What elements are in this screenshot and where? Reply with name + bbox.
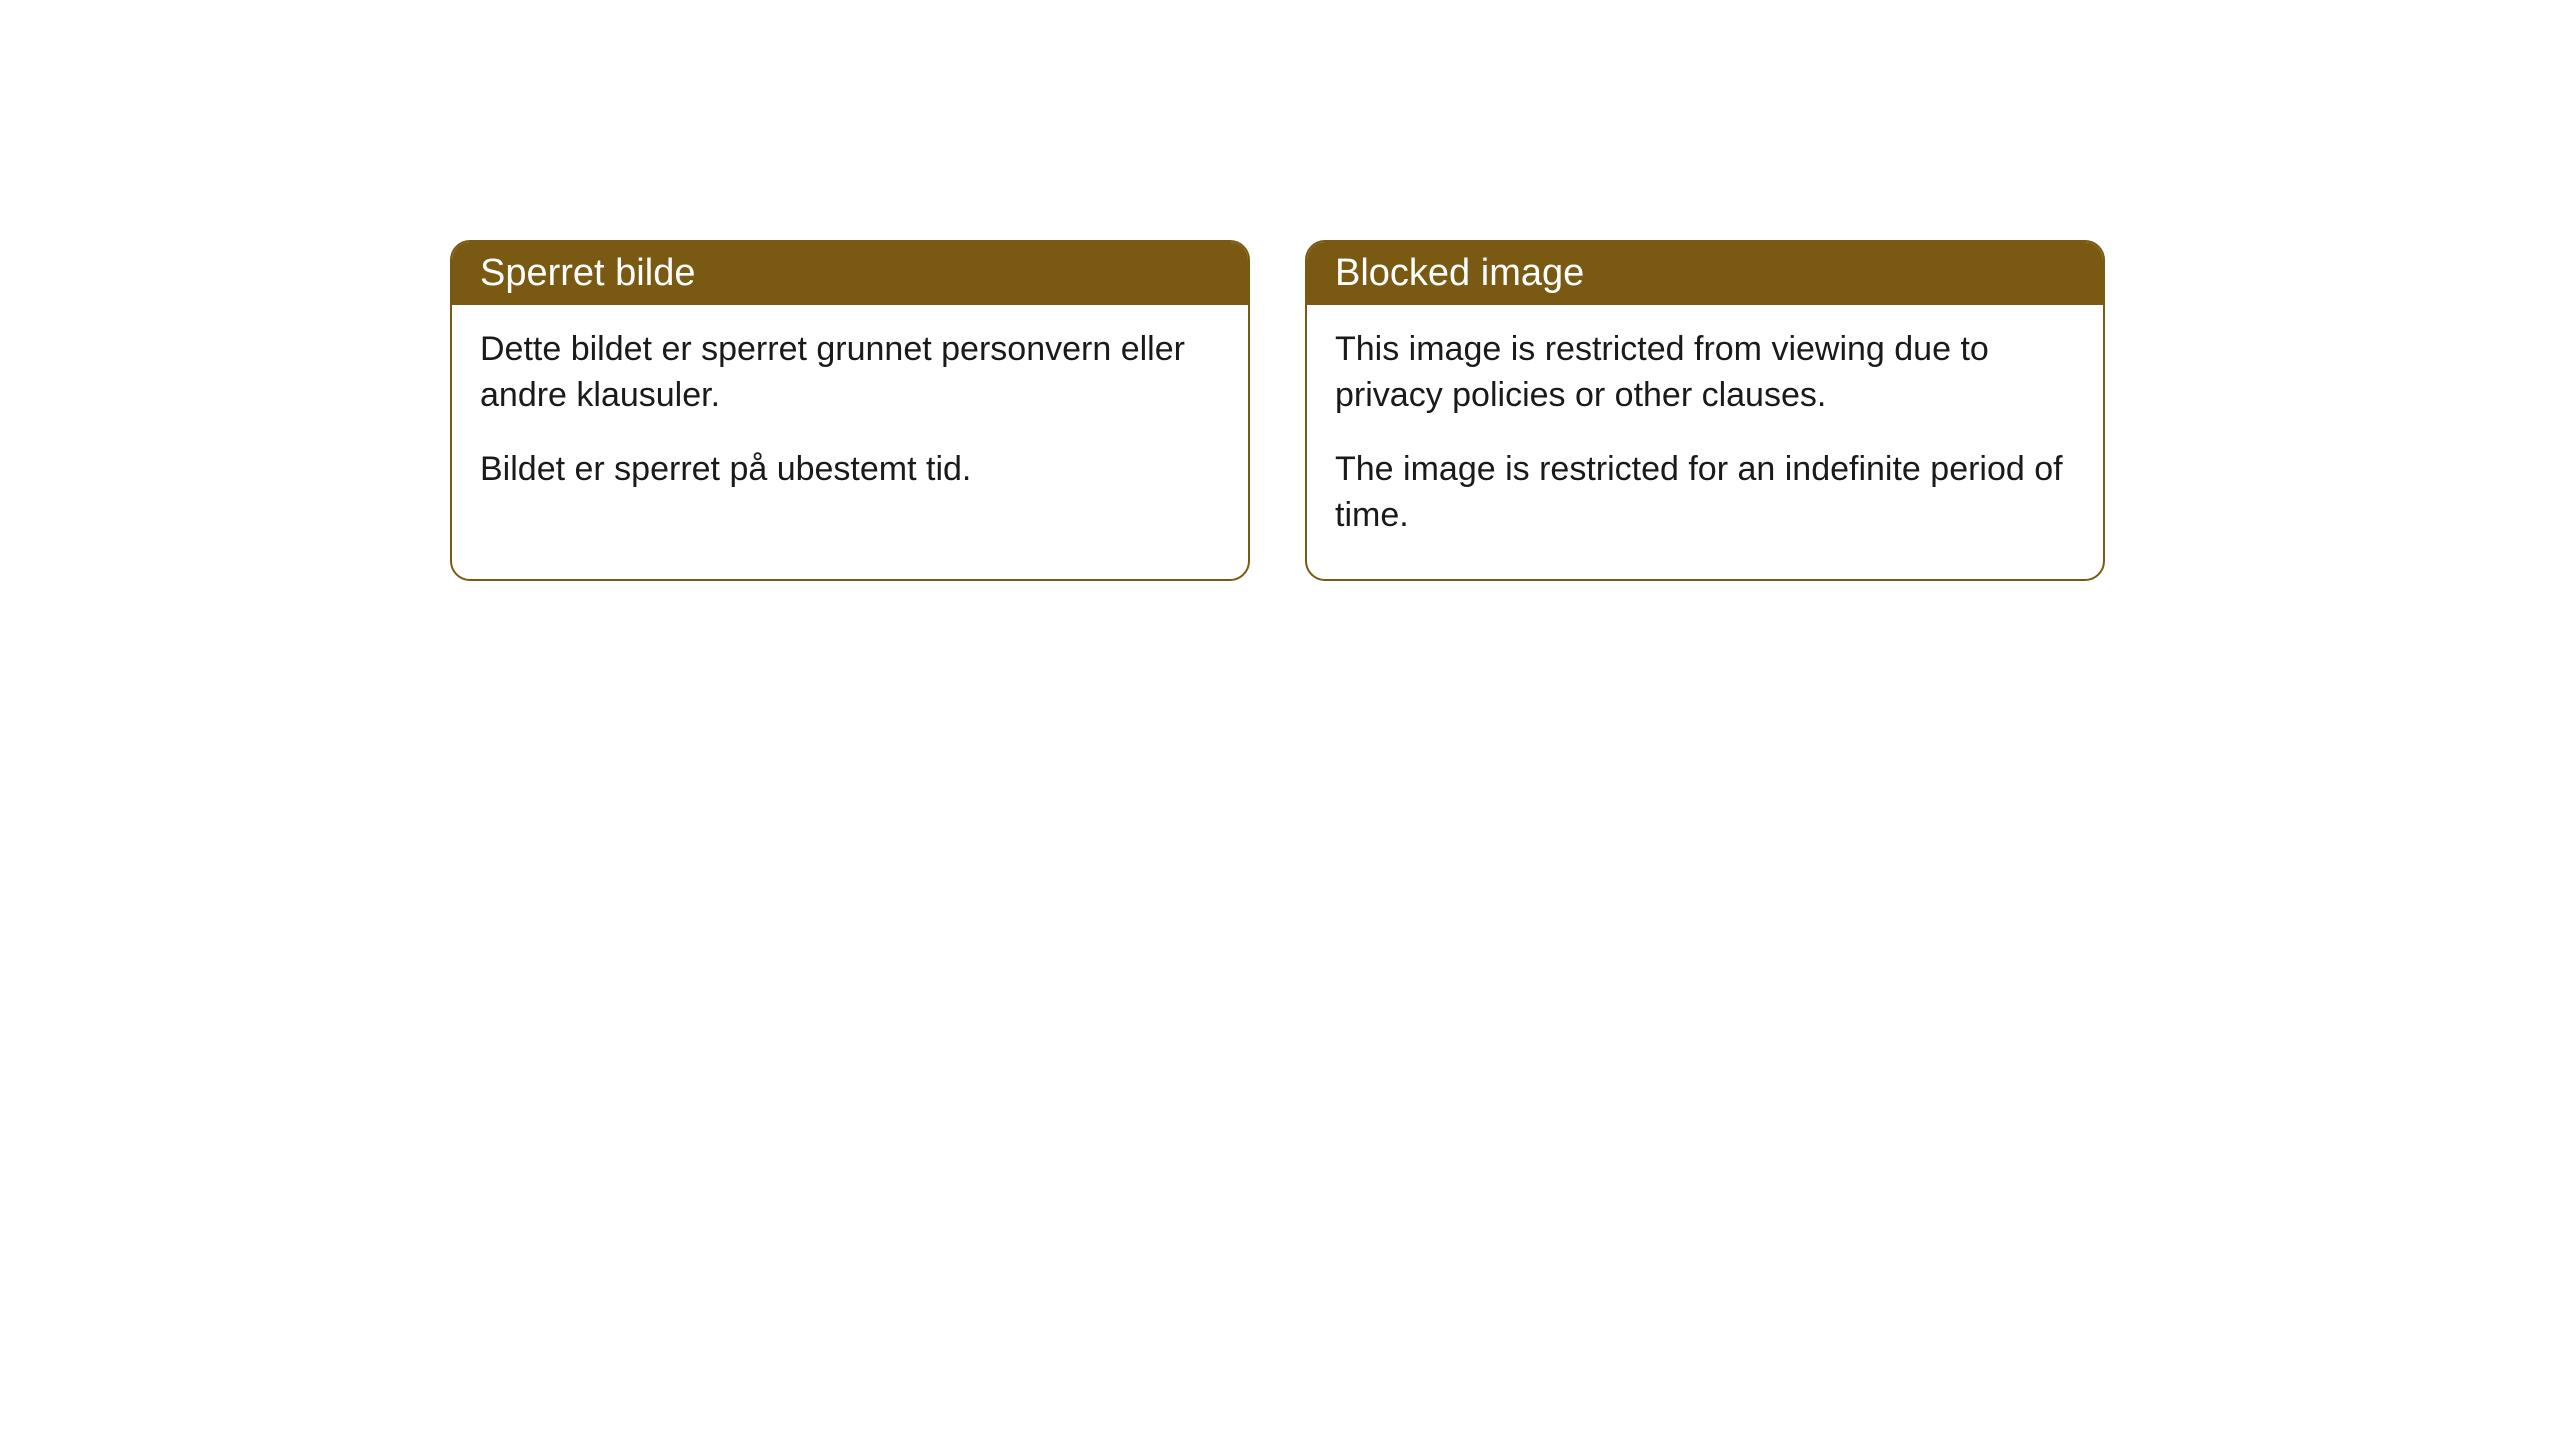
card-header-norwegian: Sperret bilde [452,242,1248,305]
card-body-english: This image is restricted from viewing du… [1307,305,2103,579]
card-norwegian: Sperret bilde Dette bildet er sperret gr… [450,240,1250,581]
card-english: Blocked image This image is restricted f… [1305,240,2105,581]
card-paragraph-1: This image is restricted from viewing du… [1335,327,2075,419]
card-body-norwegian: Dette bildet er sperret grunnet personve… [452,305,1248,533]
card-paragraph-2: Bildet er sperret på ubestemt tid. [480,447,1220,493]
card-paragraph-1: Dette bildet er sperret grunnet personve… [480,327,1220,419]
card-title: Sperret bilde [480,252,695,294]
card-header-english: Blocked image [1307,242,2103,305]
card-title: Blocked image [1335,252,1584,294]
card-paragraph-2: The image is restricted for an indefinit… [1335,447,2075,539]
cards-container: Sperret bilde Dette bildet er sperret gr… [450,240,2560,581]
